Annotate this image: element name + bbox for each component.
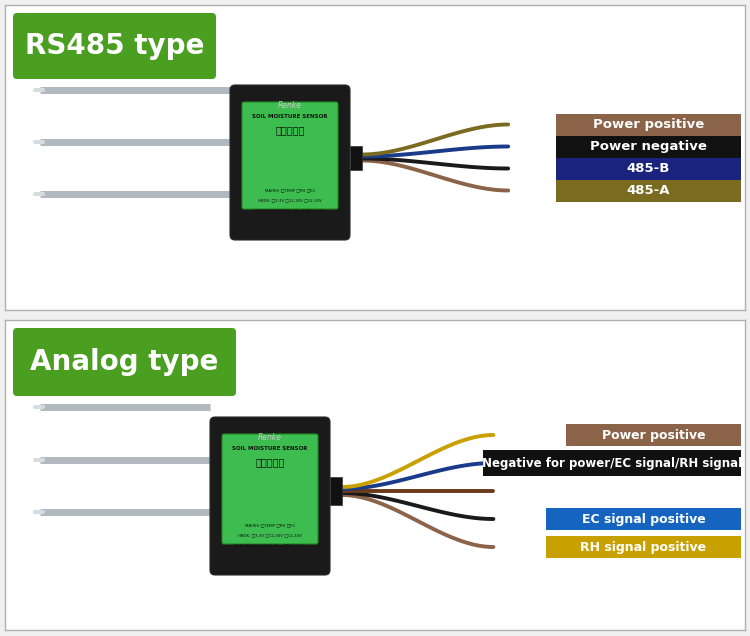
FancyBboxPatch shape (13, 328, 236, 396)
Bar (484, 450, 741, 476)
Text: 485-A: 485-A (627, 184, 670, 197)
Bar (546, 508, 741, 530)
Text: Analog type: Analog type (30, 348, 219, 376)
Text: RS485 type: RS485 type (25, 32, 204, 60)
FancyBboxPatch shape (230, 85, 350, 240)
Text: Power positive: Power positive (592, 118, 704, 131)
Text: MA(RH):□TEMP □RH □EC: MA(RH):□TEMP □RH □EC (265, 188, 315, 192)
Text: 土壤传感器: 土壤传感器 (275, 125, 304, 135)
Bar (556, 179, 741, 202)
FancyBboxPatch shape (210, 417, 330, 575)
Bar (546, 536, 741, 558)
Text: Renke: Renke (258, 432, 282, 441)
Text: Power negative: Power negative (590, 140, 707, 153)
Text: SOIL MOISTURE SENSOR: SOIL MOISTURE SENSOR (232, 446, 308, 452)
Text: SOIL MOISTURE SENSOR: SOIL MOISTURE SENSOR (252, 114, 328, 120)
Text: MA(RH):□TEMP □RH □EC: MA(RH):□TEMP □RH □EC (244, 523, 296, 527)
Text: HBDK: □3.3V □12-30V □12-30V: HBDK: □3.3V □12-30V □12-30V (238, 533, 302, 537)
Bar (350, 146, 362, 170)
Text: RH signal positive: RH signal positive (580, 541, 706, 553)
Text: Renke: Renke (278, 100, 302, 109)
Bar (566, 424, 741, 446)
Text: HBDK: □3.3V □12-30V □12-30V: HBDK: □3.3V □12-30V □12-30V (258, 198, 322, 202)
Text: Negative for power/EC signal/RH signal: Negative for power/EC signal/RH signal (482, 457, 742, 469)
Text: Power positive: Power positive (602, 429, 705, 441)
Text: OUTPUT:□RS485□4-20mA□0.5-4.5V: OUTPUT:□RS485□4-20mA□0.5-4.5V (234, 543, 306, 547)
Text: OUTPUT:□RS485□4-20mA□0.5-4.5V: OUTPUT:□RS485□4-20mA□0.5-4.5V (254, 208, 326, 212)
Bar (556, 135, 741, 158)
FancyBboxPatch shape (242, 102, 338, 209)
Bar (556, 113, 741, 135)
Text: 土壤传感器: 土壤传感器 (255, 457, 285, 467)
Text: 485-B: 485-B (627, 162, 670, 175)
Bar (330, 477, 342, 505)
Text: EC signal positive: EC signal positive (582, 513, 705, 525)
Bar (556, 158, 741, 179)
FancyBboxPatch shape (222, 434, 318, 544)
FancyBboxPatch shape (13, 13, 216, 79)
